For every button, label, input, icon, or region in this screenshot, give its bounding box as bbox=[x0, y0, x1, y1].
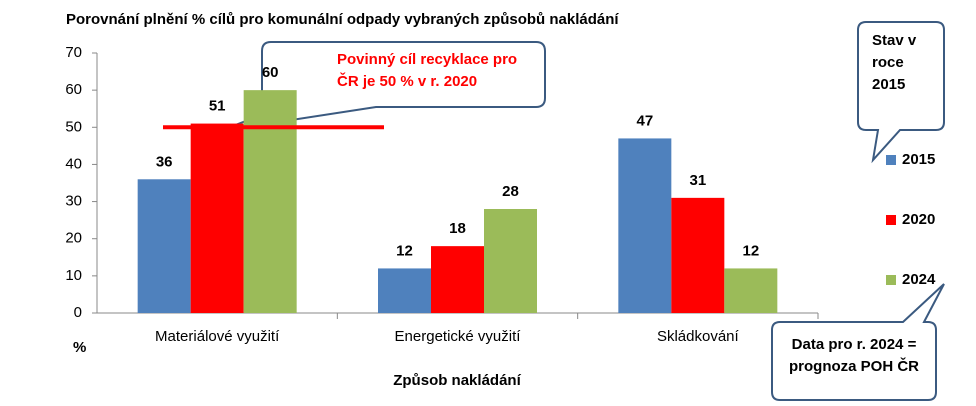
legend-swatch bbox=[886, 275, 896, 285]
annotation-text: roce bbox=[872, 54, 904, 71]
annotation-text: 2015 bbox=[872, 76, 905, 93]
y-tick-label: 70 bbox=[65, 44, 82, 61]
legend-label: 2024 bbox=[902, 271, 936, 288]
annotation-text: prognoza POH ČR bbox=[789, 357, 919, 375]
x-axis-label: Způsob nakládání bbox=[393, 372, 521, 389]
chart-title: Porovnání plnění % cílů pro komunální od… bbox=[66, 11, 619, 28]
annotation-text: ČR je 50 % v r. 2020 bbox=[337, 72, 477, 90]
x-tick-label: Skládkování bbox=[657, 328, 740, 345]
value-label: 36 bbox=[156, 153, 173, 170]
annotation-text: Stav v bbox=[872, 32, 917, 49]
value-label: 51 bbox=[209, 98, 226, 115]
y-tick-label: 50 bbox=[65, 118, 82, 135]
y-tick-label: 40 bbox=[65, 155, 82, 172]
callout bbox=[771, 283, 945, 401]
bar bbox=[724, 268, 778, 313]
callout bbox=[857, 21, 945, 164]
legend-swatch bbox=[886, 155, 896, 165]
bar bbox=[378, 268, 431, 313]
bar bbox=[618, 138, 672, 313]
y-axis-label: % bbox=[73, 339, 86, 356]
value-label: 28 bbox=[502, 183, 519, 200]
annotation-text: Data pro r. 2024 = bbox=[792, 336, 917, 353]
value-label: 12 bbox=[396, 242, 413, 259]
annotation-text: Povinný cíl recyklace pro bbox=[337, 51, 517, 68]
x-tick-label: Materiálové využití bbox=[155, 328, 280, 345]
value-label: 18 bbox=[449, 220, 466, 237]
y-tick-label: 60 bbox=[65, 81, 82, 98]
bar bbox=[137, 179, 191, 313]
bar bbox=[671, 197, 725, 313]
bar bbox=[484, 209, 537, 313]
legend-label: 2020 bbox=[902, 211, 935, 228]
legend-swatch bbox=[886, 215, 896, 225]
value-label: 31 bbox=[689, 172, 706, 189]
bar bbox=[431, 246, 484, 313]
bar bbox=[190, 123, 244, 313]
y-tick-label: 10 bbox=[65, 267, 82, 284]
value-label: 12 bbox=[742, 242, 759, 259]
x-tick-label: Energetické využití bbox=[395, 328, 522, 345]
bar bbox=[243, 90, 297, 314]
legend-label: 2015 bbox=[902, 151, 935, 168]
value-label: 60 bbox=[262, 64, 279, 81]
y-tick-label: 20 bbox=[65, 230, 82, 247]
y-tick-label: 0 bbox=[74, 304, 82, 321]
y-tick-label: 30 bbox=[65, 193, 82, 210]
value-label: 47 bbox=[636, 112, 653, 129]
